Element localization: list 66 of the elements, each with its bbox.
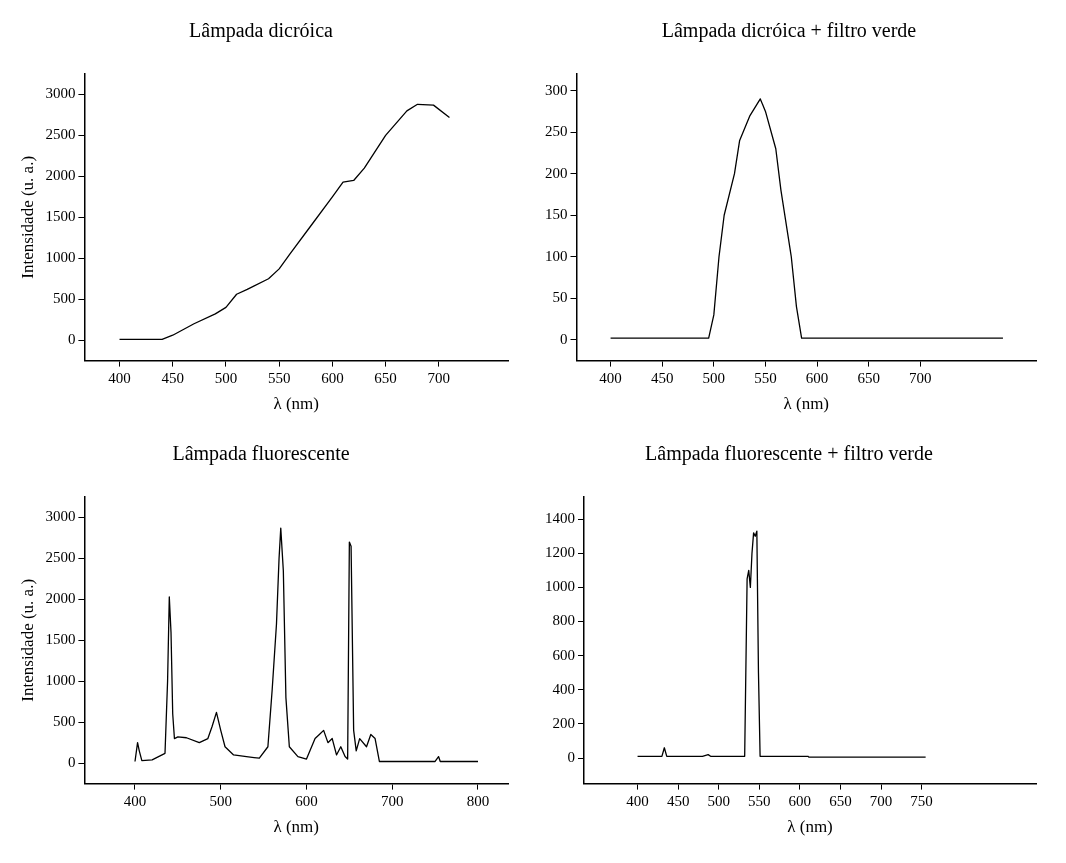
y-tick-label: 50 [552, 289, 568, 306]
y-tick-label: 0 [67, 331, 76, 348]
x-tick-label: 450 [666, 792, 690, 809]
x-tick-label: 400 [599, 369, 622, 386]
y-tick-label: 150 [545, 206, 568, 223]
x-tick-label: 700 [427, 369, 451, 386]
x-tick-label: 500 [209, 792, 232, 809]
y-tick-label: 2000 [45, 167, 76, 184]
y-tick-label: 1000 [45, 672, 76, 689]
x-tick-label: 800 [466, 792, 490, 809]
x-tick-label: 600 [321, 369, 344, 386]
x-tick-label: 450 [161, 369, 184, 386]
y-tick-label: 1400 [545, 510, 575, 527]
x-tick-label: 500 [702, 369, 726, 386]
y-tick-label: 500 [52, 713, 76, 730]
y-tick-label: 1500 [45, 208, 76, 225]
y-tick-label: 3000 [45, 508, 76, 525]
y-tick-label: 250 [545, 123, 568, 140]
chart-title: Lâmpada dicróica + filtro verde [661, 19, 917, 43]
chart-title: Lâmpada fluorescente [172, 442, 350, 466]
y-tick-label: 0 [67, 754, 76, 771]
x-tick-label: 700 [909, 369, 932, 386]
x-tick-label: 400 [123, 792, 147, 809]
x-tick-label: 500 [214, 369, 238, 386]
y-tick-label: 300 [545, 81, 568, 98]
x-tick-label: 600 [295, 792, 318, 809]
x-axis-title: λ (nm) [783, 394, 830, 414]
x-axis-title: λ (nm) [273, 817, 319, 837]
y-tick-label: 0 [567, 748, 575, 765]
x-axis-title: λ (nm) [273, 394, 319, 414]
y-tick-label: 2500 [45, 126, 76, 143]
y-tick-label: 200 [545, 164, 568, 181]
y-tick-label: 800 [552, 612, 575, 629]
chart-title: Lâmpada fluorescente + filtro verde [645, 442, 934, 466]
y-tick-label: 100 [545, 247, 568, 264]
x-tick-label: 400 [626, 792, 649, 809]
y-tick-label: 1200 [545, 544, 575, 561]
x-axis-title: λ (nm) [787, 817, 833, 837]
y-tick-label: 2000 [45, 590, 76, 607]
x-tick-label: 550 [748, 792, 771, 809]
y-axis-title: Intensidade (u. a.) [17, 155, 37, 279]
x-tick-label: 700 [869, 792, 893, 809]
y-tick-label: 1000 [545, 578, 575, 595]
x-tick-label: 650 [829, 792, 852, 809]
x-tick-label: 600 [805, 369, 829, 386]
y-tick-label: 1000 [45, 249, 76, 266]
y-axis-title: Intensidade (u. a.) [17, 578, 37, 702]
x-tick-label: 600 [788, 792, 812, 809]
x-tick-label: 550 [267, 369, 291, 386]
y-tick-label: 3000 [45, 85, 76, 102]
x-tick-label: 700 [380, 792, 404, 809]
x-tick-label: 400 [108, 369, 131, 386]
y-tick-label: 400 [552, 680, 575, 697]
y-tick-label: 0 [560, 330, 568, 347]
y-tick-label: 500 [52, 290, 76, 307]
y-tick-label: 600 [552, 646, 575, 663]
y-tick-label: 200 [552, 714, 575, 731]
x-tick-label: 650 [374, 369, 397, 386]
y-tick-label: 2500 [45, 549, 76, 566]
y-tick-label: 1500 [45, 631, 76, 648]
chart-title: Lâmpada dicróica [189, 19, 334, 43]
x-tick-label: 500 [707, 792, 730, 809]
x-tick-label: 650 [857, 369, 880, 386]
x-tick-label: 750 [910, 792, 933, 809]
x-tick-label: 450 [650, 369, 674, 386]
x-tick-label: 550 [754, 369, 777, 386]
